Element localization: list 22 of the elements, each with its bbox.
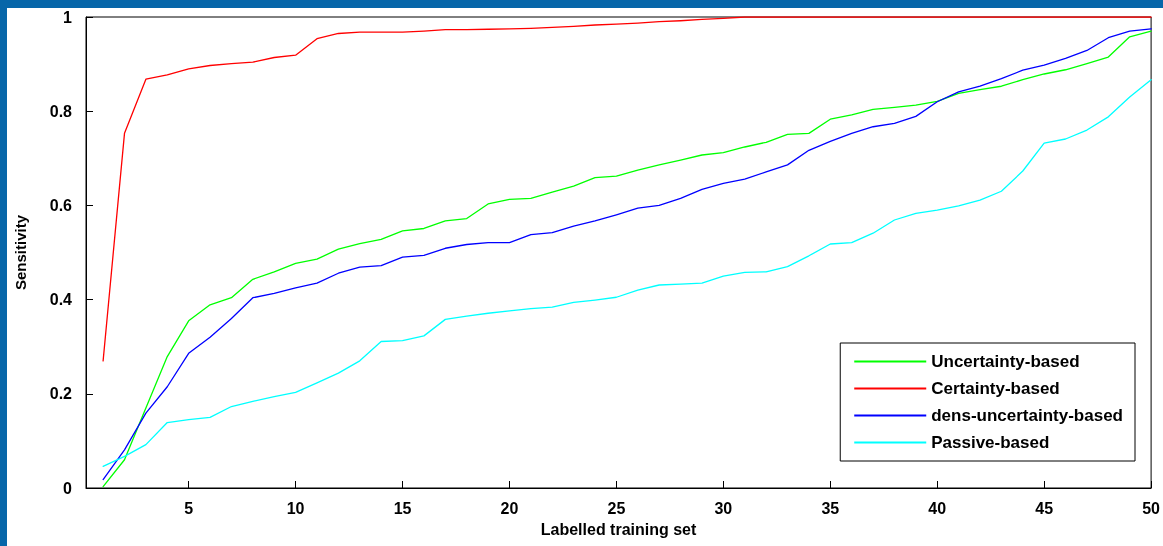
- y-tick-label: 0.6: [49, 196, 73, 214]
- x-tick-label: 25: [607, 499, 626, 517]
- y-tick-label: 0.4: [49, 291, 73, 309]
- y-axis-title: Sensitivity: [12, 214, 29, 291]
- x-tick-label: 10: [286, 499, 305, 517]
- x-tick-label: 5: [184, 499, 194, 517]
- x-tick-label: 15: [393, 499, 412, 517]
- x-tick-label: 50: [1142, 499, 1161, 517]
- legend-label: Passive-based: [931, 433, 1050, 452]
- x-tick-label: 30: [714, 499, 733, 517]
- y-tick-label: 0.8: [49, 102, 73, 120]
- legend-label: Uncertainty-based: [931, 352, 1080, 371]
- x-axis-title: Labelled training set: [540, 520, 698, 538]
- x-tick-label: 35: [821, 499, 840, 517]
- x-tick-label: 20: [500, 499, 519, 517]
- x-tick-label: 40: [928, 499, 947, 517]
- y-tick-label: 0: [63, 479, 73, 497]
- x-tick-label: 45: [1035, 499, 1054, 517]
- legend-label: Certainty-based: [931, 379, 1060, 398]
- y-tick-label: 0.2: [49, 385, 73, 403]
- legend-label: dens-uncertainty-based: [931, 406, 1123, 425]
- y-tick-label: 1: [63, 8, 73, 26]
